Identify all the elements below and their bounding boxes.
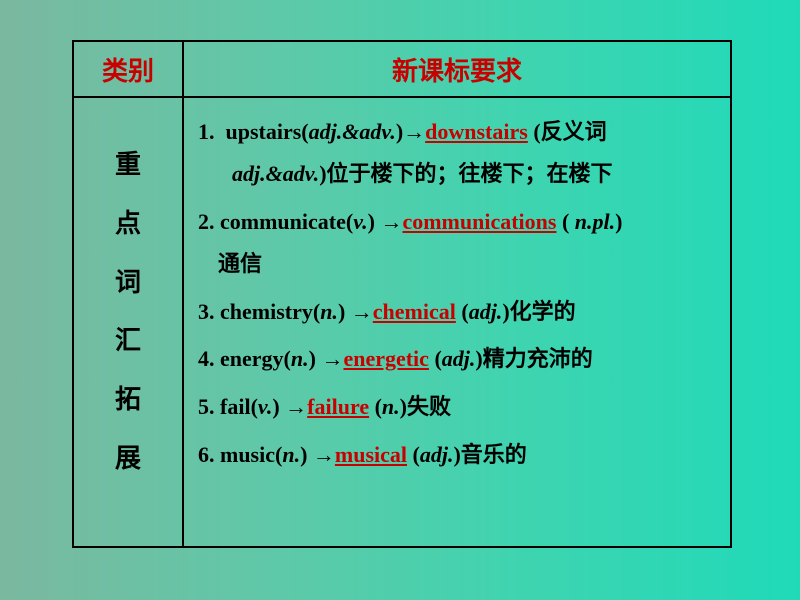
arrow-icon: →: [321, 346, 343, 371]
derived-after2: )精力充沛的: [475, 346, 592, 371]
table-header-row: 类别 新课标要求: [74, 42, 730, 98]
derived-word: communications: [402, 209, 556, 234]
entry-6: 6. music(n.) →musical (adj.)音乐的: [198, 439, 720, 471]
base-pos: n.: [282, 442, 300, 467]
entry-2: 2. communicate(v.) →communications ( n.p…: [198, 206, 720, 238]
derived-after: (: [556, 209, 574, 234]
entry-num: 2.: [198, 209, 215, 234]
derived-after: (: [407, 442, 420, 467]
derived-after2: ): [615, 209, 622, 234]
base-pos: n.: [320, 299, 338, 324]
derived-pos: n.: [382, 394, 400, 419]
side-char: 词: [115, 270, 141, 296]
derived-after2: )化学的: [502, 299, 575, 324]
entry-num: 6.: [198, 442, 215, 467]
entry-1: 1. upstairs(adj.&adv.)→downstairs (反义词: [198, 116, 720, 148]
header-col-category: 类别: [74, 42, 184, 96]
entry-num: 3.: [198, 299, 215, 324]
derived-pos: n.pl.: [575, 209, 615, 234]
arrow-icon: →: [380, 209, 402, 234]
arrow-icon: →: [403, 119, 425, 144]
vocab-table: 类别 新课标要求 重 点 词 汇 拓 展 1. upstairs(adj.&ad…: [72, 40, 732, 548]
entry-num: 1.: [198, 119, 215, 144]
base-pos: adj.&adv.: [309, 119, 396, 144]
line2-cn: 通信: [218, 251, 262, 276]
derived-after: (: [429, 346, 442, 371]
base-word: energy: [220, 346, 284, 371]
base-word: chemistry: [220, 299, 313, 324]
line2-pos: adj.&adv.: [232, 161, 319, 186]
base-word: upstairs: [226, 119, 302, 144]
entry-3: 3. chemistry(n.) →chemical (adj.)化学的: [198, 296, 720, 328]
entry-1-line2: adj.&adv.)位于楼下的；往楼下；在楼下: [198, 158, 720, 190]
side-char: 拓: [115, 387, 141, 413]
entry-5: 5. fail(v.) →failure (n.)失败: [198, 391, 720, 423]
side-label: 重 点 词 汇 拓 展: [74, 98, 184, 546]
entry-num: 4.: [198, 346, 215, 371]
derived-after2: )失败: [400, 394, 451, 419]
base-pos: v.: [258, 394, 272, 419]
derived-after2: )音乐的: [453, 442, 526, 467]
side-char: 展: [115, 446, 141, 472]
base-pos: n.: [291, 346, 309, 371]
derived-after: (: [369, 394, 382, 419]
entry-2-line2: 通信: [198, 248, 720, 280]
derived-after: (: [456, 299, 469, 324]
side-char: 汇: [115, 328, 141, 354]
header-category-label: 类别: [102, 51, 154, 88]
derived-pos: adj.: [420, 442, 454, 467]
base-pos: v.: [353, 209, 367, 234]
derived-word: downstairs: [425, 119, 528, 144]
arrow-icon: →: [313, 442, 335, 467]
table-body-row: 重 点 词 汇 拓 展 1. upstairs(adj.&adv.)→downs…: [74, 98, 730, 546]
arrow-icon: →: [351, 299, 373, 324]
base-word: music: [220, 442, 275, 467]
derived-word: chemical: [373, 299, 456, 324]
derived-pos: adj.: [442, 346, 476, 371]
entry-4: 4. energy(n.) →energetic (adj.)精力充沛的: [198, 343, 720, 375]
derived-word: musical: [335, 442, 407, 467]
header-col-requirement: 新课标要求: [184, 42, 730, 96]
entry-num: 5.: [198, 394, 215, 419]
base-word: fail: [220, 394, 251, 419]
header-requirement-label: 新课标要求: [392, 51, 522, 88]
base-word: communicate: [220, 209, 346, 234]
derived-word: energetic: [343, 346, 429, 371]
side-char: 重: [115, 152, 141, 178]
content-area: 1. upstairs(adj.&adv.)→downstairs (反义词 a…: [184, 98, 730, 546]
derived-pos: adj.: [469, 299, 503, 324]
line2-cn: )位于楼下的；往楼下；在楼下: [319, 161, 612, 186]
derived-after: (反义词: [528, 119, 607, 144]
arrow-icon: →: [285, 394, 307, 419]
side-char: 点: [115, 211, 141, 237]
derived-word: failure: [307, 394, 369, 419]
